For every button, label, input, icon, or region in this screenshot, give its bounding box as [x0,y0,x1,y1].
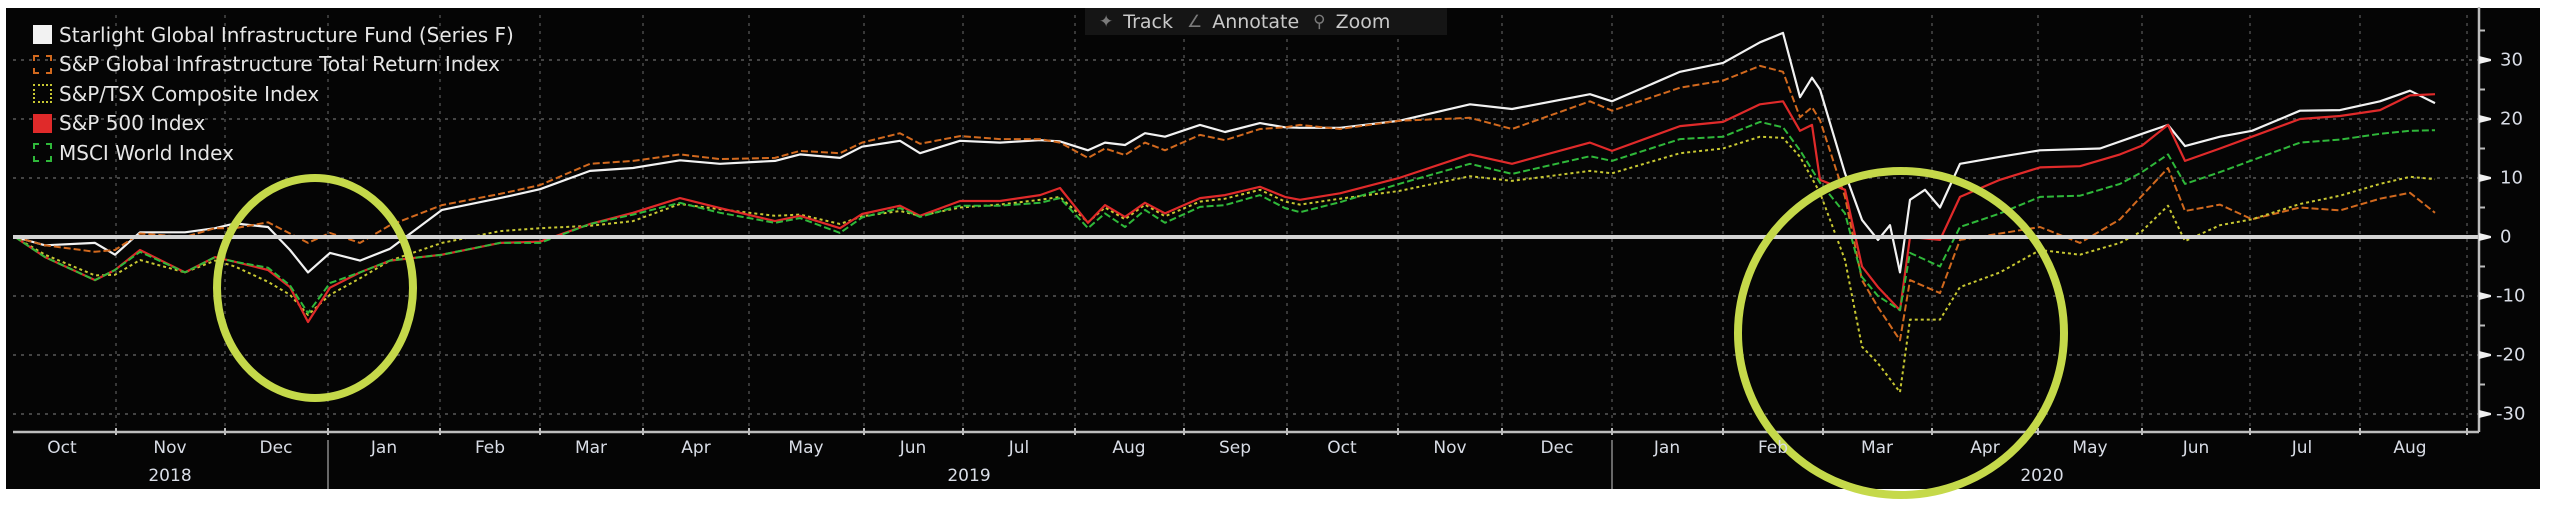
x-month-label: Aug [1112,438,1146,458]
x-month-label: Apr [681,438,711,458]
legend-swatch-icon [33,143,52,163]
highlight-ellipse [213,174,417,402]
x-month-label: Jun [2182,438,2210,458]
legend-swatch-icon [33,54,52,74]
x-month-label: Dec [259,438,293,458]
y-tick-label: -30 [2496,403,2526,425]
legend-swatch-icon [33,25,52,45]
x-year-label: 2020 [2020,466,2064,486]
x-month-label: Jan [1653,438,1681,458]
x-month-label: Dec [1540,438,1574,458]
x-month-label: Oct [47,438,77,458]
search-icon: ⚲ [1313,11,1326,32]
annotate-button[interactable]: ∠ Annotate [1187,11,1299,33]
series-line [14,120,2436,315]
chart-toolbar: ✦ Track ∠ Annotate ⚲ Zoom [1085,8,1447,35]
highlight-ellipse [1734,167,2068,499]
x-month-label: Aug [2393,438,2427,458]
x-month-label: Nov [1433,438,1467,458]
series-line [14,31,2436,274]
x-month-label: Oct [1327,438,1357,458]
legend-label: S&P/TSX Composite Index [59,81,320,106]
zoom-label: Zoom [1335,10,1391,33]
x-month-label: Feb [474,438,506,458]
zoom-button[interactable]: ⚲ Zoom [1313,11,1390,33]
x-month-label: Mar [574,438,608,458]
gridlines [13,15,2479,432]
annotate-icon: ∠ [1186,11,1203,32]
legend-item-starlight-fund[interactable]: Starlight Global Infrastructure Fund (Se… [33,20,514,50]
legend-item-sp-500[interactable]: S&P 500 Index [33,109,514,139]
x-year-label: 2019 [947,466,991,486]
legend-item-sp-global-infrastructure[interactable]: S&P Global Infrastructure Total Return I… [33,50,514,80]
x-month-label: Jun [899,438,927,458]
x-month-label: Nov [153,438,187,458]
y-tick-label: -10 [2496,285,2526,307]
chart-legend: Starlight Global Infrastructure Fund (Se… [33,20,514,168]
x-month-label: Feb [1757,438,1789,458]
x-month-label: May [788,438,824,458]
axes [13,7,2491,489]
x-month-label: Jul [2291,438,2313,458]
x-month-label: May [2072,438,2108,458]
x-month-label: Jan [370,438,398,458]
x-year-label: 2018 [148,466,192,486]
legend-item-msci-world[interactable]: MSCI World Index [33,138,514,168]
legend-label: S&P Global Infrastructure Total Return I… [59,52,500,77]
annotate-label: Annotate [1212,10,1300,33]
x-month-label: Sep [1218,438,1252,458]
legend-label: S&P 500 Index [59,111,206,136]
legend-label: MSCI World Index [59,140,234,165]
legend-item-sp-tsx[interactable]: S&P/TSX Composite Index [33,79,514,109]
crosshair-icon: ✦ [1099,11,1114,32]
legend-label: Starlight Global Infrastructure Fund (Se… [59,22,514,47]
legend-swatch-icon [33,84,52,104]
highlight-ellipses [213,167,2068,499]
y-tick-label: 0 [2500,226,2512,248]
track-label: Track [1123,10,1173,33]
y-tick-label: 10 [2500,167,2523,189]
x-month-label: Mar [1860,438,1894,458]
series-line [14,135,2436,394]
legend-swatch-icon [33,113,52,133]
chart-frame [6,8,2540,489]
y-tick-label: 20 [2500,108,2523,130]
y-tick-label: 30 [2500,49,2523,71]
y-tick-label: -20 [2496,344,2526,366]
x-month-label: Jul [1008,438,1030,458]
x-month-label: Apr [1970,438,2000,458]
track-button[interactable]: ✦ Track [1099,11,1173,33]
